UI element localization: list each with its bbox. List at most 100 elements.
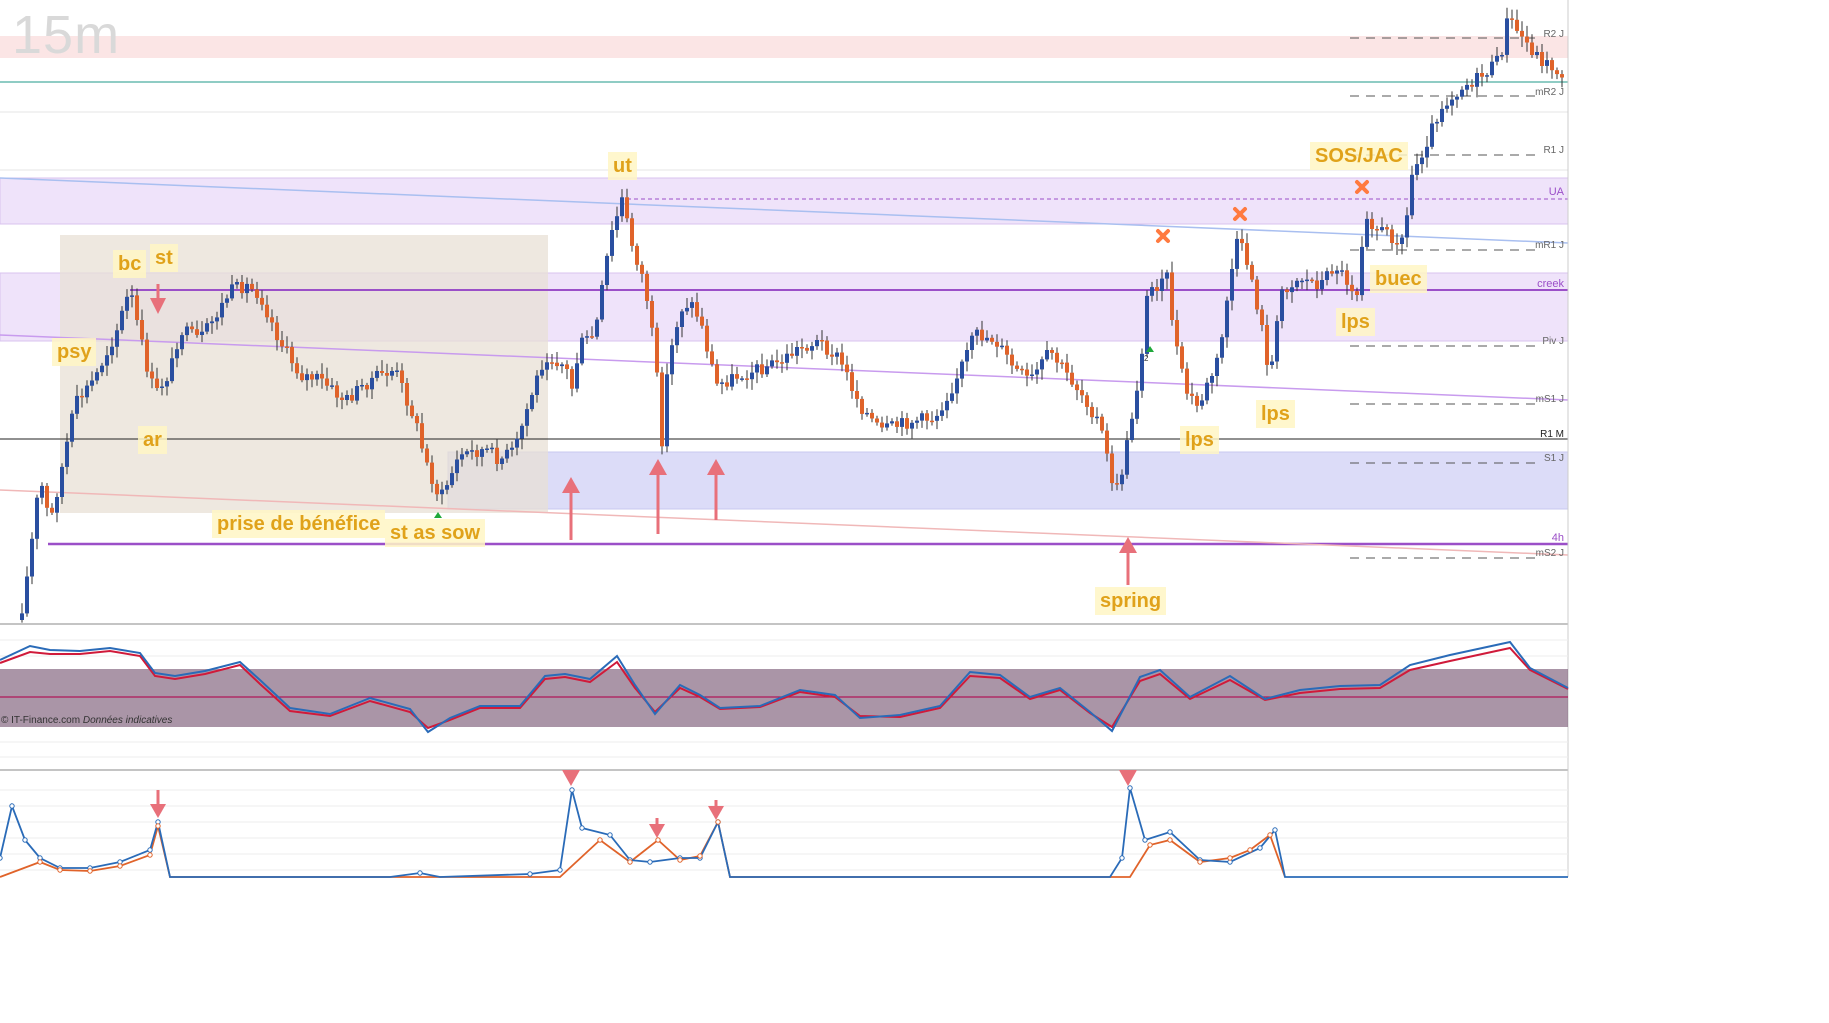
candle-bull — [1410, 174, 1414, 216]
volume-dot-blue — [1257, 845, 1263, 851]
candle-bull — [1165, 272, 1169, 279]
s1j-label: S1 J — [1544, 453, 1564, 464]
candle-bear — [635, 245, 639, 265]
candle-bull — [450, 473, 454, 486]
volume-dot-red — [627, 859, 633, 865]
arrows-layer — [150, 284, 1137, 585]
r1m-label: R1 M — [1540, 429, 1564, 440]
candle-bull — [470, 450, 474, 452]
candle-bear — [1375, 229, 1379, 231]
candle-bear — [1065, 362, 1069, 373]
candle-bear — [875, 418, 879, 423]
candle-bear — [135, 295, 139, 320]
volume-dot-blue — [1142, 837, 1148, 843]
candle-bull — [525, 409, 529, 426]
candle-bull — [395, 370, 399, 372]
candle-bear — [710, 351, 714, 365]
annotation-spring: spring — [1095, 587, 1167, 615]
volume-panel — [0, 770, 1568, 878]
candle-bear — [790, 353, 794, 356]
candle-bear — [655, 327, 659, 373]
candle-bull — [100, 365, 104, 373]
candle-bear — [1345, 270, 1349, 285]
volume-dot-blue — [527, 871, 533, 877]
candle-bull — [445, 485, 449, 490]
candle-bear — [1170, 272, 1174, 320]
candle-bear — [725, 382, 729, 387]
candle-bear — [1005, 345, 1009, 355]
candle-bull — [1325, 271, 1329, 280]
candle-bull — [795, 347, 799, 356]
candle-bull — [1290, 287, 1294, 293]
volume-dot-red — [1147, 842, 1153, 848]
candle-bear — [640, 264, 644, 274]
candle-bear — [420, 423, 424, 449]
candle-bear — [45, 485, 49, 508]
copyright-source: © IT-Finance.com — [1, 715, 81, 726]
candle-bear — [150, 371, 154, 379]
annotation-psy: psy — [52, 338, 97, 366]
candle-bear — [320, 373, 324, 379]
candle-bear — [860, 398, 864, 414]
candle-bear — [800, 347, 804, 349]
st-down-arrow — [150, 284, 166, 314]
candle-bull — [505, 449, 509, 459]
candle-bear — [285, 346, 289, 348]
candle-bull — [1125, 440, 1129, 475]
candle-bear — [1285, 289, 1289, 293]
candle-bear — [840, 352, 844, 365]
candle-bear — [270, 317, 274, 323]
candle-bull — [955, 378, 959, 394]
candle-bull — [1335, 270, 1339, 274]
volume-dot-red — [1197, 859, 1203, 865]
candle-bull — [170, 358, 174, 382]
candle-bull — [610, 230, 614, 256]
candle-bull — [1485, 75, 1489, 77]
candle-bear — [1070, 372, 1074, 385]
candle-bull — [1295, 280, 1299, 288]
annotation-lps: lps — [1180, 426, 1219, 454]
candle-bear — [1395, 243, 1399, 245]
candle-bear — [280, 340, 284, 347]
candle-bull — [785, 353, 789, 363]
candle-bear — [1510, 18, 1514, 20]
candle-bear — [1330, 271, 1334, 274]
candle-bull — [315, 373, 319, 380]
r2j-label: R2 J — [1543, 29, 1564, 40]
candle-bull — [510, 447, 514, 450]
candle-bull — [1450, 99, 1454, 106]
candle-bull — [460, 454, 464, 460]
candle-bear — [190, 326, 194, 330]
candle-bear — [255, 289, 259, 298]
volume-dot-blue — [1119, 855, 1125, 861]
candle-bear — [1100, 416, 1104, 431]
candle-bull — [515, 438, 519, 448]
volume-dot-red — [57, 867, 63, 873]
candle-bull — [1495, 55, 1499, 62]
candle-bear — [780, 362, 784, 364]
candle-bear — [1260, 309, 1264, 325]
candle-bull — [575, 363, 579, 389]
candle-bear — [1015, 365, 1019, 369]
candle-bear — [1080, 390, 1084, 396]
candle-bull — [615, 216, 619, 230]
candle-bull — [985, 337, 989, 341]
candle-bull — [105, 355, 109, 366]
candle-bear — [1195, 395, 1199, 406]
candle-bull — [900, 418, 904, 427]
candle-bear — [325, 378, 329, 386]
green-up-marker — [1146, 346, 1154, 352]
up-arrow — [707, 459, 725, 520]
candle-bear — [385, 373, 389, 376]
candle-bull — [160, 386, 164, 388]
candle-bear — [745, 378, 749, 380]
candle-bear — [925, 413, 929, 421]
volume-dot-blue — [1127, 785, 1133, 791]
copyright-note: Données indicatives — [82, 715, 173, 726]
candle-bear — [825, 340, 829, 355]
candle-bull — [690, 302, 694, 308]
candle-bull — [1215, 357, 1219, 376]
candle-bull — [35, 497, 39, 539]
candle-bull — [520, 425, 524, 439]
candle-bull — [890, 421, 894, 424]
